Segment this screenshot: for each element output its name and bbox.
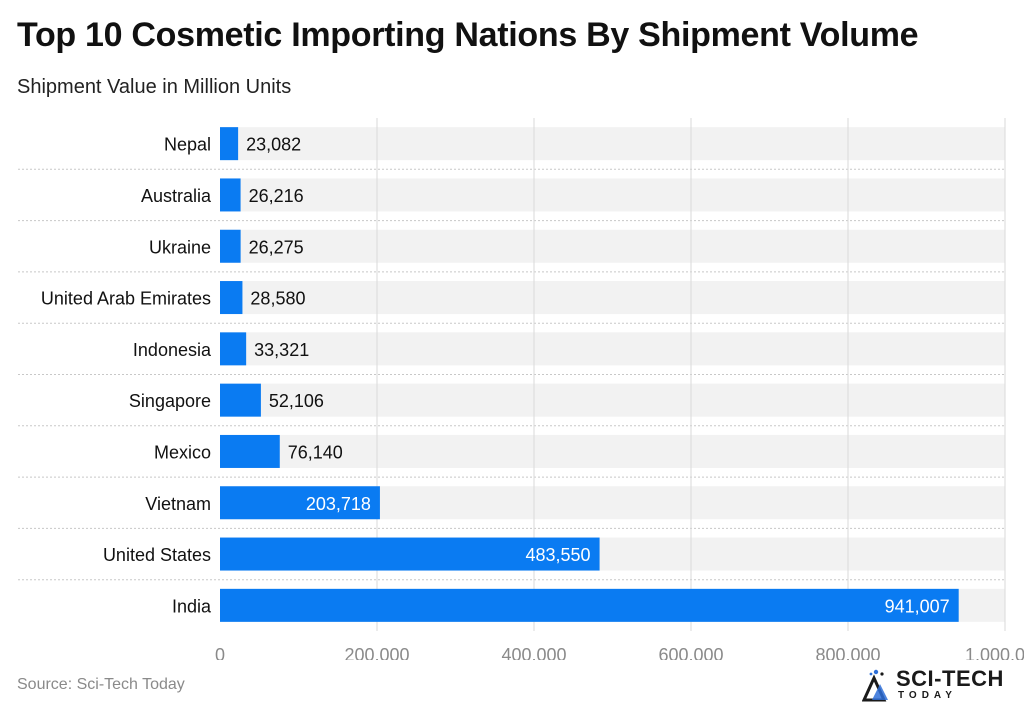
value-label: 33,321: [254, 340, 309, 360]
x-tick-label: 200,000: [344, 645, 409, 660]
value-label: 23,082: [246, 135, 301, 155]
x-tick-label: 400,000: [501, 645, 566, 660]
bar: [220, 281, 243, 315]
value-label: 26,216: [249, 186, 304, 206]
category-label: Australia: [141, 186, 212, 206]
bar: [220, 383, 261, 417]
chart-subtitle: Shipment Value in Million Units: [17, 76, 292, 98]
category-label: Singapore: [129, 391, 211, 411]
category-label: Nepal: [164, 135, 211, 155]
value-label: 26,275: [249, 237, 304, 257]
bar: [220, 588, 959, 622]
x-tick-label: 800,000: [815, 645, 880, 660]
bar: [220, 486, 380, 520]
category-label: Mexico: [154, 442, 211, 462]
chart-title: Top 10 Cosmetic Importing Nations By Shi…: [17, 16, 919, 54]
bar-chart: Nepal 23,082 Australia 26,216 Ukraine 26,275 U…: [18, 118, 1024, 660]
category-label: Vietnam: [145, 494, 211, 514]
source-note: Source: Sci-Tech Today: [17, 676, 185, 693]
row-band: [220, 178, 1005, 212]
x-tick-label: 1,000,000: [965, 645, 1024, 660]
x-tick-label: 0: [215, 645, 225, 660]
category-label: United States: [103, 545, 211, 565]
category-label: Indonesia: [133, 340, 212, 360]
row-band: [220, 434, 1005, 468]
category-label: United Arab Emirates: [41, 289, 211, 309]
value-label: 76,140: [288, 442, 343, 462]
row-band: [220, 332, 1005, 366]
bar: [220, 127, 239, 161]
value-label: 203,718: [306, 494, 371, 514]
logo-name: SCI-TECH: [896, 666, 1004, 691]
row-band: [220, 127, 1005, 161]
category-label: India: [172, 596, 212, 616]
value-label: 52,106: [269, 391, 324, 411]
value-label: 941,007: [885, 596, 950, 616]
bar: [220, 332, 247, 366]
bar: [220, 178, 241, 212]
bar: [220, 434, 280, 468]
logo-subtext: TODAY: [898, 690, 957, 701]
bar: [220, 229, 241, 263]
bar: [220, 537, 600, 571]
logo-mark-icon: [862, 669, 888, 702]
value-label: 483,550: [526, 545, 591, 565]
sci-tech-today-logo: SCI-TECH TODAY: [862, 666, 1012, 706]
value-label: 28,580: [250, 289, 305, 309]
category-label: Ukraine: [149, 237, 211, 257]
x-tick-label: 600,000: [658, 645, 723, 660]
row-band: [220, 229, 1005, 263]
row-band: [220, 281, 1005, 315]
row-band: [220, 383, 1005, 417]
